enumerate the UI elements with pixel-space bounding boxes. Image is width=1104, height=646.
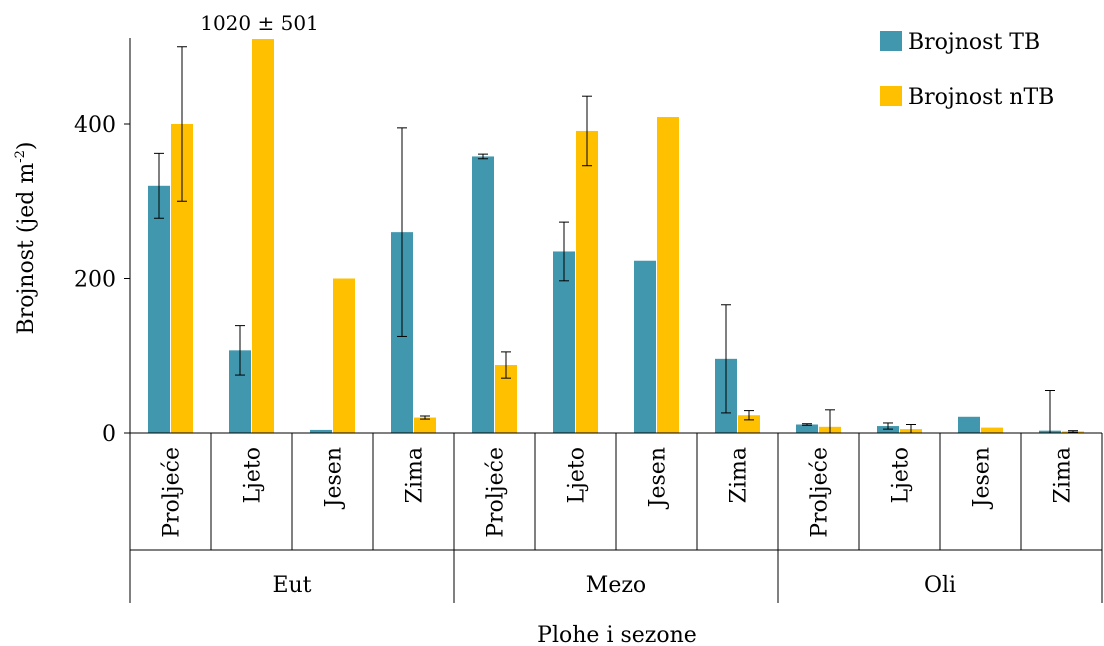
overflow-annotation: 1020 ± 501 [200, 11, 319, 35]
group-label: Oli [924, 573, 956, 598]
x-tick-label: Jesen [646, 447, 671, 509]
legend-swatch [880, 86, 902, 106]
x-tick-label: Zima [727, 447, 752, 503]
bar [229, 350, 251, 433]
y-tick-label: 400 [74, 113, 116, 138]
x-tick-label: Proljeće [808, 447, 833, 538]
x-tick-label: Zima [1051, 447, 1076, 503]
bar [310, 429, 332, 433]
bar [738, 415, 760, 433]
x-tick-label: Zima [403, 447, 428, 503]
x-tick-label: Jesen [322, 447, 347, 509]
bar [796, 424, 818, 433]
bar [657, 117, 679, 434]
bar [333, 278, 355, 433]
x-axis-title: Plohe i sezone [537, 623, 697, 646]
bar [495, 365, 517, 433]
group-label: Mezo [586, 573, 646, 598]
y-axis-title-main: Brojnost (jed m [14, 163, 39, 335]
y-axis-title: Brojnost (jed m-2) [13, 142, 39, 335]
y-tick-label: 0 [102, 422, 116, 447]
bar [634, 260, 656, 433]
bar [171, 124, 193, 433]
y-tick-label: 200 [74, 268, 116, 293]
bar [553, 251, 575, 433]
x-tick-label: Proljeće [484, 447, 509, 538]
bar [472, 156, 494, 433]
x-tick-label: Ljeto [889, 447, 914, 504]
group-label: Eut [272, 573, 311, 598]
x-tick-label: Ljeto [241, 447, 266, 504]
x-tick-label: Proljeće [160, 447, 185, 538]
bar [148, 185, 170, 433]
bar [414, 417, 436, 433]
bar [958, 416, 980, 433]
bar [576, 130, 598, 433]
bar [981, 427, 1003, 433]
legend-swatch [880, 31, 902, 51]
bar [252, 39, 274, 434]
x-tick-label: Jesen [970, 447, 995, 509]
legend-label: Brojnost nTB [908, 85, 1054, 110]
legend: Brojnost TB Brojnost nTB [880, 30, 1054, 110]
y-axis-title-end: ) [14, 142, 39, 151]
y-axis-title-superscript: -2 [13, 150, 28, 163]
x-tick-label: Ljeto [565, 447, 590, 504]
legend-label: Brojnost TB [908, 30, 1040, 55]
